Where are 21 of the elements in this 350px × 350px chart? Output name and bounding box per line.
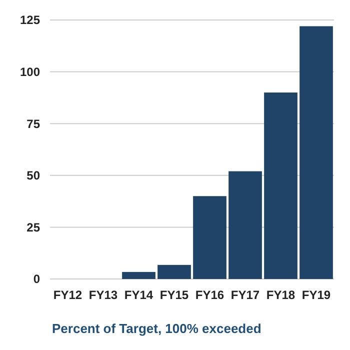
y-tick-label: 125 <box>20 13 40 28</box>
y-tick-label: 100 <box>20 65 40 79</box>
x-tick-label: FY16 <box>195 288 224 302</box>
x-tick-label: FY15 <box>160 288 189 302</box>
y-tick-label: 25 <box>26 220 40 234</box>
y-tick-label: 50 <box>26 168 40 183</box>
bar <box>158 264 191 279</box>
y-tick-label: 75 <box>26 116 40 131</box>
x-tick-label: FY19 <box>302 288 331 302</box>
x-tick-label: FY18 <box>266 288 296 302</box>
bar <box>228 171 262 279</box>
x-tick-label: FY12 <box>53 288 82 302</box>
bar <box>122 272 156 279</box>
x-tick-label: FY13 <box>88 288 118 302</box>
bar <box>193 196 226 279</box>
x-tick-label: FY17 <box>230 288 260 302</box>
bar <box>264 92 298 279</box>
y-tick-label: 0 <box>33 272 40 286</box>
x-axis-title: Percent of Target, 100% exceeded <box>52 321 262 336</box>
bar <box>300 26 333 279</box>
x-tick-label: FY14 <box>124 288 154 302</box>
